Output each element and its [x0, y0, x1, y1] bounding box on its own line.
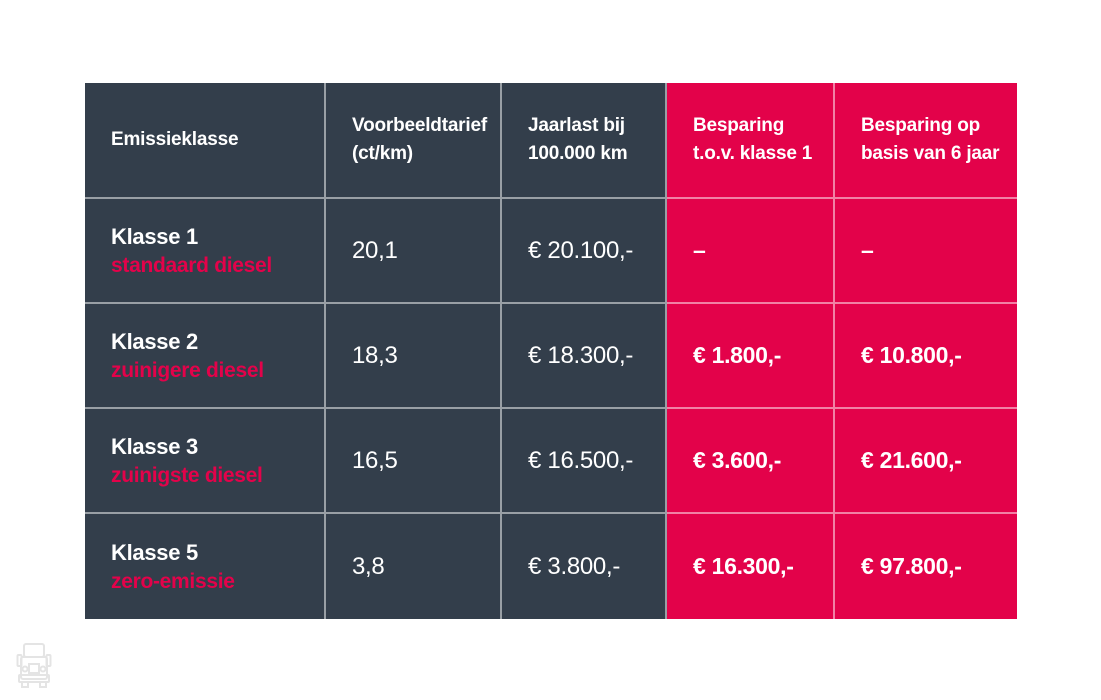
cell-klasse2-besparing-6jaar: € 10.800,-: [835, 304, 1017, 409]
jaarlast-value: € 20.100,-: [528, 236, 634, 264]
tarief-value: 20,1: [352, 236, 398, 264]
header-label: Besparing: [693, 115, 785, 136]
toll-savings-table: Emissieklasse Voorbeeldtarief (ct/km) Jaa…: [85, 83, 1017, 619]
besparing-value: € 21.600,-: [861, 447, 962, 473]
cell-klasse5-jaarlast: € 3.800,-: [502, 514, 667, 619]
cell-klasse5-tarief: 3,8: [326, 514, 502, 619]
cell-klasse3-besparing-klasse1: € 3.600,-: [667, 409, 835, 514]
besparing-value: € 1.800,-: [693, 342, 782, 368]
cell-klasse2-jaarlast: € 18.300,-: [502, 304, 667, 409]
header-cell-besparing-6jaar: Besparing op basis van 6 jaar: [835, 83, 1017, 199]
cell-klasse1-besparing-klasse1: –: [667, 199, 835, 304]
header-cell-besparing-klasse1: Besparing t.o.v. klasse 1: [667, 83, 835, 199]
header-label-line2: 100.000 km: [528, 143, 628, 164]
cell-klasse2-name: Klasse 2 zuinigere diesel: [85, 304, 326, 409]
truck-front-icon: [16, 643, 52, 688]
besparing-value: –: [693, 237, 706, 263]
cell-klasse3-name: Klasse 3 zuinigste diesel: [85, 409, 326, 514]
klasse-label: Klasse 5: [111, 539, 198, 565]
header-label: Jaarlast bij: [528, 115, 625, 136]
klasse-label: Klasse 2: [111, 328, 198, 354]
besparing-value: € 97.800,-: [861, 553, 962, 579]
cell-klasse5-name: Klasse 5 zero-emissie: [85, 514, 326, 619]
cell-klasse1-besparing-6jaar: –: [835, 199, 1017, 304]
klasse-subtitle: zero-emissie: [111, 569, 235, 593]
header-label-line2: basis van 6 jaar: [861, 143, 1000, 164]
cell-klasse2-tarief: 18,3: [326, 304, 502, 409]
besparing-value: € 10.800,-: [861, 342, 962, 368]
klasse-label: Klasse 3: [111, 433, 198, 459]
besparing-value: € 3.600,-: [693, 447, 782, 473]
klasse-subtitle: standaard diesel: [111, 253, 272, 277]
jaarlast-value: € 16.500,-: [528, 446, 634, 474]
header-label-line2: t.o.v. klasse 1: [693, 143, 813, 164]
header-cell-emissieklasse: Emissieklasse: [85, 83, 326, 199]
besparing-value: € 16.300,-: [693, 553, 794, 579]
cell-klasse1-tarief: 20,1: [326, 199, 502, 304]
cell-klasse3-jaarlast: € 16.500,-: [502, 409, 667, 514]
tarief-value: 16,5: [352, 446, 398, 474]
header-label: Voorbeeldtarief: [352, 115, 487, 136]
cell-klasse3-tarief: 16,5: [326, 409, 502, 514]
tarief-value: 3,8: [352, 552, 385, 580]
cell-klasse1-name: Klasse 1 standaard diesel: [85, 199, 326, 304]
header-label-line2: (ct/km): [352, 143, 413, 164]
cell-klasse1-jaarlast: € 20.100,-: [502, 199, 667, 304]
cell-klasse5-besparing-6jaar: € 97.800,-: [835, 514, 1017, 619]
header-label: Emissieklasse: [111, 129, 239, 150]
cell-klasse3-besparing-6jaar: € 21.600,-: [835, 409, 1017, 514]
tarief-value: 18,3: [352, 341, 398, 369]
klasse-subtitle: zuinigste diesel: [111, 463, 263, 487]
besparing-value: –: [861, 237, 874, 263]
header-cell-voorbeeldtarief: Voorbeeldtarief (ct/km): [326, 83, 502, 199]
jaarlast-value: € 3.800,-: [528, 552, 621, 580]
klasse-label: Klasse 1: [111, 223, 198, 249]
header-cell-jaarlast: Jaarlast bij 100.000 km: [502, 83, 667, 199]
cell-klasse5-besparing-klasse1: € 16.300,-: [667, 514, 835, 619]
cell-klasse2-besparing-klasse1: € 1.800,-: [667, 304, 835, 409]
jaarlast-value: € 18.300,-: [528, 341, 634, 369]
header-label: Besparing op: [861, 115, 981, 136]
klasse-subtitle: zuinigere diesel: [111, 358, 264, 382]
